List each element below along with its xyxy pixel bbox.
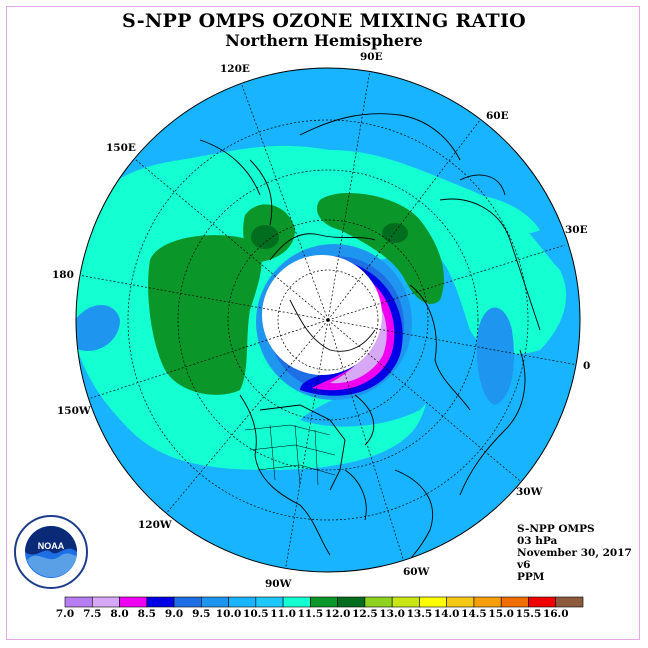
map-subtitle: Northern Hemisphere	[225, 31, 423, 50]
lon-label-120w: 120W	[138, 519, 172, 531]
lon-label-30w: 30W	[516, 486, 543, 498]
info-pressure-level: 03 hPa	[517, 535, 558, 547]
colorbar-label: 16.0	[542, 608, 569, 620]
lon-label-180: 180	[52, 269, 74, 281]
colorbar-label: 14.5	[461, 608, 487, 620]
colorbar-swatch	[282, 596, 311, 608]
info-units: PPM	[517, 571, 545, 583]
colorbar-swatch	[255, 596, 284, 608]
field-11-5-europe	[382, 223, 408, 243]
colorbar-swatch	[228, 596, 257, 608]
colorbar-label: 7.0	[55, 608, 75, 620]
info-version: v6	[517, 559, 531, 571]
map-boundary	[75, 67, 581, 573]
us-state-lines	[244, 424, 336, 486]
field-9-5-east	[476, 307, 515, 405]
noaa-logo-text: NOAA	[38, 541, 65, 551]
colorbar-label: 8.0	[110, 608, 129, 620]
lon-label-120e: 120E	[220, 63, 250, 75]
lon-label-90e: 90E	[360, 51, 383, 63]
lon-label-90w: 90W	[265, 578, 292, 590]
colorbar	[64, 596, 584, 608]
colorbar-label: 8.5	[137, 608, 156, 620]
latitude-circles	[127, 119, 529, 521]
field-9-5-west	[76, 305, 120, 351]
colorbar-swatch	[64, 596, 93, 608]
field-10-0-inner	[300, 257, 454, 427]
info-block: S-NPP OMPS 03 hPa November 30, 2017 v6 P…	[517, 523, 632, 583]
coastlines	[199, 113, 541, 572]
colorbar-label: 14.0	[433, 608, 460, 620]
colorbar-swatch	[473, 596, 502, 608]
colorbar-swatch	[555, 596, 584, 608]
colorbar-swatch	[391, 596, 420, 608]
info-date: November 30, 2017	[517, 547, 632, 559]
colorbar-label: 9.5	[192, 608, 211, 620]
lon-label-30e: 30E	[565, 224, 588, 236]
colorbar-swatch	[528, 596, 557, 608]
field-11-0-europe	[316, 192, 444, 304]
lon-label-0: 0	[583, 360, 591, 372]
lon-label-150e: 150E	[106, 142, 136, 154]
lon-label-60e: 60E	[486, 110, 509, 122]
colorbar-label: 7.5	[83, 608, 102, 620]
colorbar-swatch	[500, 596, 529, 608]
field-7-5-crescent	[330, 285, 387, 384]
noaa-logo: NOAA	[14, 515, 88, 589]
info-instrument: S-NPP OMPS	[517, 523, 595, 535]
colorbar-swatch	[201, 596, 229, 608]
colorbar-label: 12.5	[352, 608, 378, 620]
colorbar-label: 10.5	[243, 608, 269, 620]
colorbar-swatch	[419, 596, 447, 608]
field-10-5-ne	[430, 194, 540, 235]
colorbar-swatch	[91, 596, 120, 608]
colorbar-label: 13.0	[379, 608, 405, 620]
lon-label-150w: 150W	[57, 405, 91, 417]
colorbar-label: 13.5	[406, 608, 433, 620]
colorbar-label: 11.5	[297, 608, 324, 620]
colorbar-label: 15.5	[515, 608, 542, 620]
colorbar-swatch	[337, 596, 366, 608]
colorbar-swatch	[364, 596, 393, 608]
colorbar-swatch	[446, 596, 475, 608]
lon-label-60w: 60W	[403, 566, 430, 578]
colorbar-label: 11.0	[270, 608, 296, 620]
colorbar-label: 15.0	[488, 608, 514, 620]
colorbar-swatch	[119, 596, 148, 608]
colorbar-label: 9.0	[164, 608, 184, 620]
map-title: S-NPP OMPS OZONE MIXING RATIO	[121, 10, 527, 32]
colorbar-label: 12.0	[324, 608, 351, 620]
colorbar-swatch	[146, 596, 175, 608]
field-11-5-asia	[251, 225, 279, 249]
field-11-0-pacific	[148, 235, 262, 395]
colorbar-swatch	[173, 596, 202, 608]
polar-night-nodata	[262, 255, 382, 375]
colorbar-swatch	[310, 596, 338, 608]
colorbar-label: 10.0	[215, 608, 242, 620]
meridians	[77, 69, 579, 572]
